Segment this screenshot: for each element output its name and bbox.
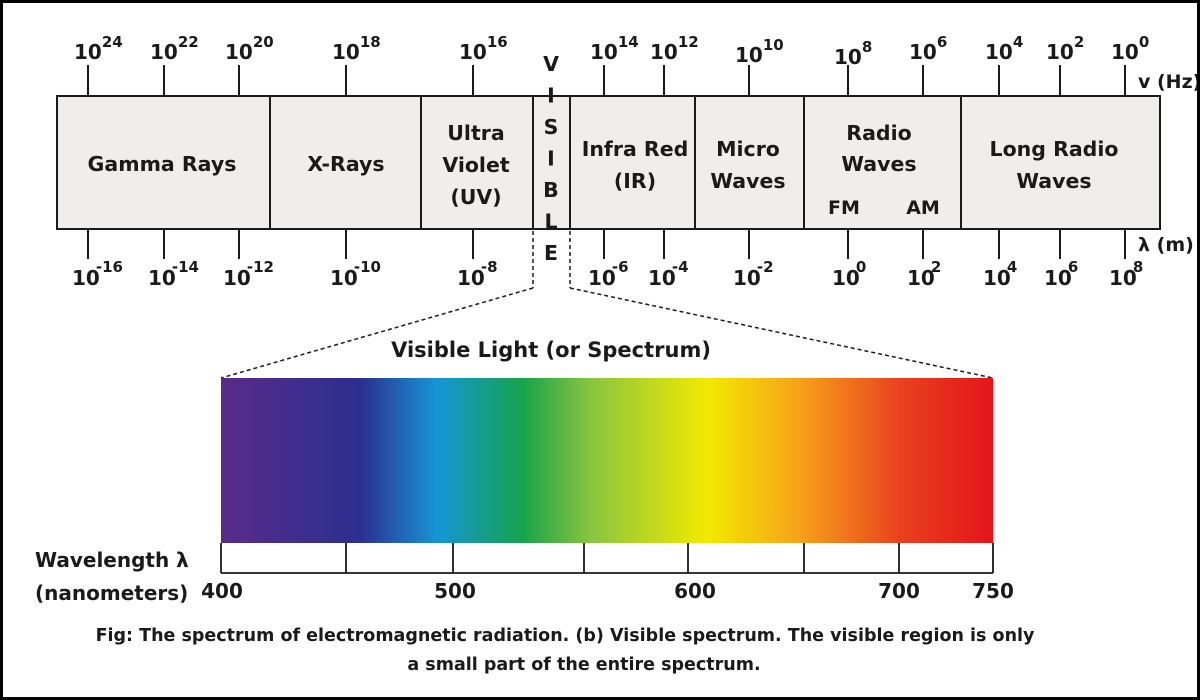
nm-label-600: 600 [674,579,716,603]
frequency-tick-label: 1010 [735,36,784,67]
wavelength-tick-label: 10-8 [457,258,498,290]
nm-label-500: 500 [434,579,476,603]
frequency-axis-label: v (Hz) [1138,71,1200,93]
nm-label-700: 700 [878,579,920,603]
band-labels: Gamma Rays X-RaysUltraViolet(UV)VISIBLEIn… [88,52,1119,265]
wavelength-tick-label: 102 [907,258,941,290]
band-visible-label: L [544,210,557,234]
band-visible-label: B [543,178,559,202]
band-visible-label: S [544,115,559,139]
wavelength-tick-label: 106 [1044,258,1078,290]
zoom-line-right-diagonal [569,287,994,379]
nm-labels: 400 500 600 700 750 [201,579,1014,603]
band-long-radio-waves-label: Waves [1016,169,1091,193]
frequency-tick-label: 102 [1046,33,1084,64]
band-ultraviolet-label: Violet [442,153,510,177]
frequency-ticks: 1024 1022 1020 1018 1016 1014 1012 1010 108 106 10… [74,33,1149,96]
frequency-tick-label: 1016 [459,33,508,64]
band-microwaves-label: Waves [710,169,785,193]
wavelength-axis-label: λ (m) [1138,234,1194,256]
band-infrared-label: Infra Red [582,137,689,161]
wavelength-tick-label: 10-4 [648,258,689,290]
frequency-tick-label: 1022 [150,33,199,64]
em-spectrum-diagram: Gamma Rays X-RaysUltraViolet(UV)VISIBLEIn… [35,33,1200,675]
spectrum-band-box [56,95,1161,230]
radio-sub-label-am: AM [906,197,940,219]
wavelength-tick-label: 10-10 [330,258,381,290]
band-infrared-label: (IR) [614,169,656,193]
band-ultraviolet-label: (UV) [450,185,501,209]
band-gamma-rays-label: Gamma Rays [88,152,237,176]
band-visible-label: I [547,84,555,108]
band-long-radio-waves-label: Long Radio [990,137,1119,161]
wavelength-tick-label: 100 [832,258,866,290]
zoom-line-left-diagonal [220,287,534,379]
wavelength-axis-title-line2: (nanometers) [35,581,188,605]
wavelength-tick-label: 10-14 [148,258,199,290]
band-visible-label: I [547,147,555,171]
wavelength-tick-label: 108 [1109,258,1143,290]
radio-sub-label-fm: FM [828,197,860,219]
caption-line1: Fig: The spectrum of electromagnetic rad… [96,626,1035,646]
wavelength-tick-label: 104 [983,258,1017,290]
frequency-tick-label: 1020 [225,33,274,64]
frequency-tick-label: 106 [909,33,947,64]
band-ultraviolet-label: Ultra [447,121,504,145]
band-microwaves-label: Micro [716,137,780,161]
frequency-tick-label: 108 [834,38,872,69]
wavelength-tick-label: 10-12 [223,258,274,290]
nm-scale-ticks [345,543,900,573]
band-dividers [269,96,962,229]
frequency-tick-label: 1018 [332,33,381,64]
caption-line2: a small part of the entire spectrum. [407,655,760,675]
band-visible-label: E [544,241,558,265]
wavelength-axis-title-line1: Wavelength λ [35,548,189,572]
nm-label-400: 400 [201,579,243,603]
band-radio-waves-label: Radio [846,121,911,145]
band-visible-label: V [543,52,559,76]
wavelength-tick-label: 10-6 [588,258,629,290]
wavelength-ticks: 10-16 10-14 10-12 10-10 10-8 10-6 10-4 10-2 100 1… [72,229,1143,290]
frequency-tick-label: 100 [1111,33,1149,64]
visible-spectrum-title: Visible Light (or Spectrum) [391,338,711,362]
frequency-tick-label: 1014 [590,33,639,64]
wavelength-tick-label: 10-16 [72,258,123,290]
frequency-tick-label: 1024 [74,33,123,64]
nm-label-750: 750 [972,579,1014,603]
visible-spectrum-gradient [221,378,993,543]
band-x-rays-label: X-Rays [307,152,384,176]
wavelength-tick-label: 10-2 [733,258,774,290]
frequency-tick-label: 1012 [650,33,699,64]
frequency-tick-label: 104 [985,33,1023,64]
band-radio-waves-label: Waves [841,152,916,176]
